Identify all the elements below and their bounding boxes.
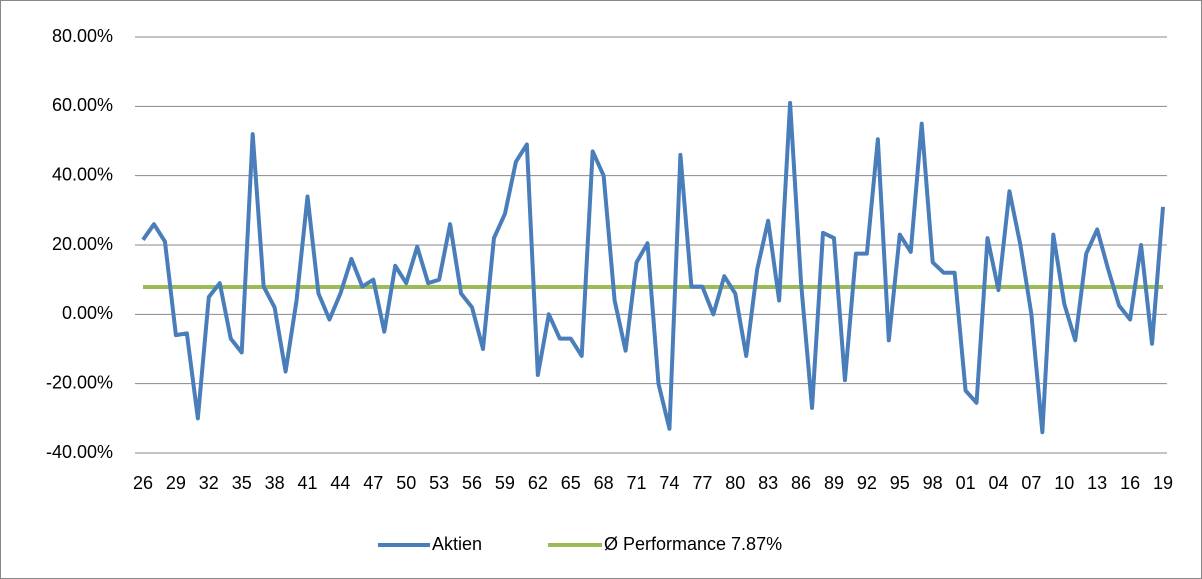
x-tick-label: 71 — [627, 473, 647, 493]
x-tick-label: 95 — [890, 473, 910, 493]
x-tick-label: 68 — [594, 473, 614, 493]
x-tick-label: 77 — [692, 473, 712, 493]
x-tick-label: 41 — [298, 473, 318, 493]
y-tick-label: 20.00% — [52, 234, 113, 254]
x-tick-label: 26 — [133, 473, 153, 493]
x-tick-label: 53 — [429, 473, 449, 493]
x-tick-label: 32 — [199, 473, 219, 493]
x-tick-label: 44 — [330, 473, 350, 493]
x-tick-label: 86 — [791, 473, 811, 493]
x-tick-label: 74 — [659, 473, 679, 493]
x-tick-label: 92 — [857, 473, 877, 493]
x-tick-label: 47 — [363, 473, 383, 493]
y-tick-label: 80.00% — [52, 26, 113, 46]
y-tick-label: -40.00% — [46, 442, 113, 462]
data-line — [141, 100, 1165, 435]
legend-label: Aktien — [432, 534, 482, 554]
y-tick-label: 40.00% — [52, 164, 113, 184]
x-tick-label: 98 — [923, 473, 943, 493]
x-tick-label: 10 — [1054, 473, 1074, 493]
x-tick-label: 38 — [265, 473, 285, 493]
x-tick-label: 04 — [988, 473, 1008, 493]
x-tick-label: 50 — [396, 473, 416, 493]
x-tick-label: 29 — [166, 473, 186, 493]
x-tick-label: 65 — [561, 473, 581, 493]
x-tick-label: 62 — [528, 473, 548, 493]
y-tick-label: -20.00% — [46, 372, 113, 392]
x-tick-label: 35 — [232, 473, 252, 493]
y-tick-label: 60.00% — [52, 95, 113, 115]
x-tick-label: 89 — [824, 473, 844, 493]
x-tick-label: 07 — [1021, 473, 1041, 493]
x-tick-label: 01 — [956, 473, 976, 493]
x-tick-label: 56 — [462, 473, 482, 493]
x-tick-label: 83 — [758, 473, 778, 493]
x-tick-label: 19 — [1153, 473, 1173, 493]
x-tick-label: 13 — [1087, 473, 1107, 493]
legend-label: Ø Performance 7.87% — [604, 534, 782, 554]
y-tick-label: 0.00% — [62, 303, 113, 323]
x-tick-label: 59 — [495, 473, 515, 493]
x-tick-label: 16 — [1120, 473, 1140, 493]
x-tick-label: 80 — [725, 473, 745, 493]
